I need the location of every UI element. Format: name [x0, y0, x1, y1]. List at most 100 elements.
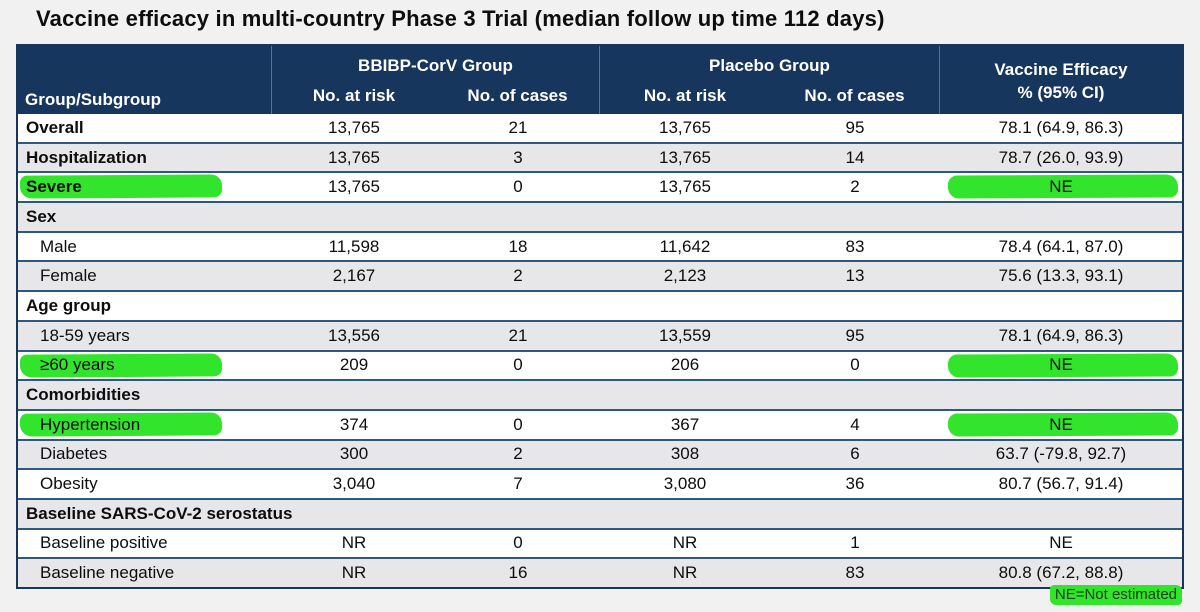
cell-value: 13,559	[659, 325, 711, 345]
bbibp-no-at-risk-cell: 209	[272, 355, 436, 375]
placebo-no-at-risk-cell: NR	[600, 563, 770, 583]
cell-value: 78.4 (64.1, 87.0)	[998, 236, 1124, 256]
row-label: Hospitalization	[18, 144, 272, 172]
bbibp-no-of-cases-cell: 18	[436, 237, 600, 257]
row-label-text: 18-59 years	[40, 325, 130, 345]
row-label: ≥60 years	[18, 352, 272, 380]
cell-value: 2,123	[663, 266, 707, 286]
placebo-no-at-risk-cell: 13,765	[600, 177, 770, 197]
vaccine-efficacy-cell: NE	[940, 352, 1182, 380]
placebo-no-of-cases-cell: 1	[770, 533, 940, 553]
cell-value: 3,040	[332, 474, 376, 494]
vaccine-efficacy-cell: 80.8 (67.2, 88.8)	[940, 559, 1182, 587]
bbibp-no-at-risk-cell: 374	[272, 415, 436, 435]
placebo-no-of-cases-cell: 83	[770, 563, 940, 583]
row-label-text: Hospitalization	[26, 147, 147, 167]
row-label: Baseline negative	[18, 559, 272, 587]
cell-value: 3,080	[663, 474, 707, 494]
bbibp-no-at-risk-cell: 11,598	[272, 237, 436, 257]
cell-value: 95	[845, 325, 865, 345]
bbibp-no-of-cases-cell: 2	[436, 266, 600, 286]
bbibp-no-of-cases-cell: 0	[436, 533, 600, 553]
cell-value: 13,765	[659, 147, 711, 167]
cell-value: 300	[339, 444, 369, 464]
cell-value: 3	[513, 147, 523, 167]
cell-value: 0	[513, 177, 523, 197]
row-label-text: Sex	[26, 206, 57, 226]
cell-value: NR	[672, 533, 698, 553]
cell-value: 4	[850, 414, 860, 434]
table-row: Obesity 3,040 7 3,080 36 80.7 (56.7, 91.4)	[18, 468, 1182, 498]
cell-value: 16	[508, 563, 528, 583]
vaccine-efficacy-cell: 78.7 (26.0, 93.9)	[940, 144, 1182, 172]
section-row: Age group	[18, 290, 1182, 320]
vaccine-efficacy-cell: NE	[940, 173, 1182, 201]
cell-value: 0	[513, 414, 523, 434]
cell-value: 374	[339, 414, 369, 434]
cell-value: 63.7 (-79.8, 92.7)	[995, 444, 1127, 464]
placebo-no-at-risk-cell: 13,765	[600, 148, 770, 168]
cell-value: 78.1 (64.9, 86.3)	[998, 325, 1124, 345]
cell-value: 206	[670, 355, 700, 375]
row-label-text: Hypertension	[40, 414, 141, 434]
subcol-header-bbibp-no-of-cases: No. of cases	[436, 80, 600, 114]
row-label: Severe	[18, 173, 272, 201]
row-label: 18-59 years	[18, 322, 272, 350]
table-row: Overall 13,765 21 13,765 95 78.1 (64.9, 86.3)	[18, 114, 1182, 142]
placebo-no-of-cases-cell: 36	[770, 474, 940, 494]
vaccine-efficacy-cell: 78.1 (64.9, 86.3)	[940, 322, 1182, 350]
col-header-vaccine-efficacy-line1: Vaccine Efficacy	[994, 60, 1128, 80]
subcol-header-placebo-no-at-risk: No. at risk	[643, 85, 727, 105]
cell-value: NE	[1049, 414, 1073, 434]
cell-value: NE	[1049, 355, 1073, 375]
placebo-no-of-cases-cell: 6	[770, 444, 940, 464]
cell-value: 6	[850, 444, 860, 464]
table-row: Diabetes 300 2 308 6 63.7 (-79.8, 92.7)	[18, 438, 1182, 469]
row-label: Baseline SARS-CoV-2 serostatus	[18, 500, 1182, 528]
vaccine-efficacy-cell: 80.7 (56.7, 91.4)	[940, 470, 1182, 498]
row-label: Male	[18, 233, 272, 261]
cell-value: 21	[508, 325, 528, 345]
cell-value: 13,765	[659, 117, 711, 137]
cell-value: 13,765	[328, 177, 380, 197]
bbibp-no-at-risk-cell: 13,765	[272, 118, 436, 138]
cell-value: 13,765	[328, 147, 380, 167]
ne-footnote: NE=Not estimated	[1049, 585, 1182, 605]
row-label: Comorbidities	[18, 381, 1182, 409]
row-label: Obesity	[18, 470, 272, 498]
page-title: Vaccine efficacy in multi-country Phase …	[36, 6, 885, 31]
placebo-no-at-risk-cell: 308	[600, 444, 770, 464]
cell-value: 1	[850, 533, 860, 553]
placebo-no-at-risk-cell: 367	[600, 415, 770, 435]
bbibp-no-of-cases-cell: 3	[436, 148, 600, 168]
cell-value: 14	[845, 147, 865, 167]
table-row: Female 2,167 2 2,123 13 75.6 (13.3, 93.1)	[18, 260, 1182, 291]
row-label-text: Age group	[26, 295, 111, 315]
subcol-header-placebo-no-of-cases: No. of cases	[770, 80, 940, 114]
placebo-no-at-risk-cell: 11,642	[600, 237, 770, 257]
placebo-no-at-risk-cell: 3,080	[600, 474, 770, 494]
col-header-vaccine-efficacy: Vaccine Efficacy % (95% CI)	[940, 46, 1182, 114]
placebo-no-of-cases-cell: 0	[770, 355, 940, 375]
row-label: Age group	[18, 292, 1182, 320]
placebo-no-of-cases-cell: 83	[770, 237, 940, 257]
row-label: Diabetes	[18, 441, 272, 469]
row-label-text: Comorbidities	[26, 385, 141, 405]
cell-value: 78.7 (26.0, 93.9)	[998, 147, 1124, 167]
bbibp-no-of-cases-cell: 2	[436, 444, 600, 464]
row-label-text: ≥60 years	[40, 355, 115, 375]
placebo-no-at-risk-cell: 2,123	[600, 266, 770, 286]
col-header-vaccine-efficacy-line2: % (95% CI)	[1017, 83, 1105, 102]
cell-value: 13,765	[659, 177, 711, 197]
table-row: Baseline negative NR 16 NR 83 80.8 (67.2, 88.…	[18, 557, 1182, 587]
vaccine-efficacy-cell: 78.1 (64.9, 86.3)	[940, 114, 1182, 142]
row-label-text: Female	[40, 266, 97, 286]
bbibp-no-at-risk-cell: 300	[272, 444, 436, 464]
cell-value: 13,765	[328, 117, 380, 137]
bbibp-no-of-cases-cell: 21	[436, 326, 600, 346]
row-label: Hypertension	[18, 411, 272, 439]
row-label-text: Baseline positive	[40, 533, 168, 553]
bbibp-no-of-cases-cell: 0	[436, 177, 600, 197]
bbibp-no-of-cases-cell: 0	[436, 415, 600, 435]
table-row: Severe 13,765 0 13,765 2 NE	[18, 171, 1182, 202]
